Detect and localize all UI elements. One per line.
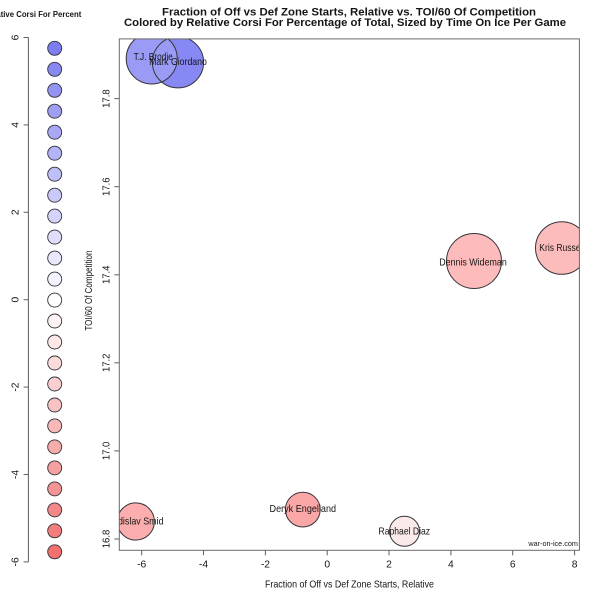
svg-text:-2: -2 <box>261 560 270 571</box>
svg-text:Kris Russell: Kris Russell <box>539 243 584 254</box>
svg-text:T.J. Brodie: T.J. Brodie <box>134 52 173 63</box>
svg-text:0: 0 <box>324 560 330 571</box>
svg-text:2: 2 <box>386 560 392 571</box>
svg-text:TOI/60 Of Competition: TOI/60 Of Competition <box>84 250 95 330</box>
svg-text:17.6: 17.6 <box>102 177 113 196</box>
svg-text:Fraction of Off vs Def Zone St: Fraction of Off vs Def Zone Starts, Rela… <box>162 6 536 18</box>
svg-text:16.8: 16.8 <box>102 530 113 549</box>
svg-text:2: 2 <box>11 209 22 215</box>
svg-text:Raphael Diaz: Raphael Diaz <box>379 527 431 538</box>
svg-text:17.0: 17.0 <box>102 441 113 460</box>
svg-text:Deryk Engelland: Deryk Engelland <box>270 504 337 515</box>
svg-text:Relative Corsi For Percent: Relative Corsi For Percent <box>0 9 81 19</box>
svg-text:Mark Giordano: Mark Giordano <box>149 57 207 68</box>
svg-text:Fraction of Off vs Def Zone St: Fraction of Off vs Def Zone Starts, Rela… <box>265 579 434 590</box>
svg-text:Ladislav Smid: Ladislav Smid <box>108 516 164 527</box>
svg-text:war-on-ice.com: war-on-ice.com <box>527 539 577 548</box>
svg-text:-6: -6 <box>11 557 22 566</box>
svg-text:6: 6 <box>11 34 22 40</box>
svg-text:-6: -6 <box>137 560 146 571</box>
svg-text:-4: -4 <box>11 470 22 479</box>
svg-text:17.4: 17.4 <box>102 265 113 284</box>
svg-text:6: 6 <box>510 560 516 571</box>
svg-text:4: 4 <box>11 122 22 128</box>
svg-text:0: 0 <box>11 297 22 303</box>
svg-text:8: 8 <box>572 560 578 571</box>
svg-text:-2: -2 <box>11 382 22 391</box>
svg-text:17.2: 17.2 <box>102 353 113 372</box>
svg-text:Colored by Relative Corsi For: Colored by Relative Corsi For Percentage… <box>124 17 566 29</box>
svg-text:17.8: 17.8 <box>102 89 113 108</box>
svg-text:-4: -4 <box>199 560 208 571</box>
svg-text:Dennis Wideman: Dennis Wideman <box>439 258 507 269</box>
svg-text:4: 4 <box>448 560 454 571</box>
